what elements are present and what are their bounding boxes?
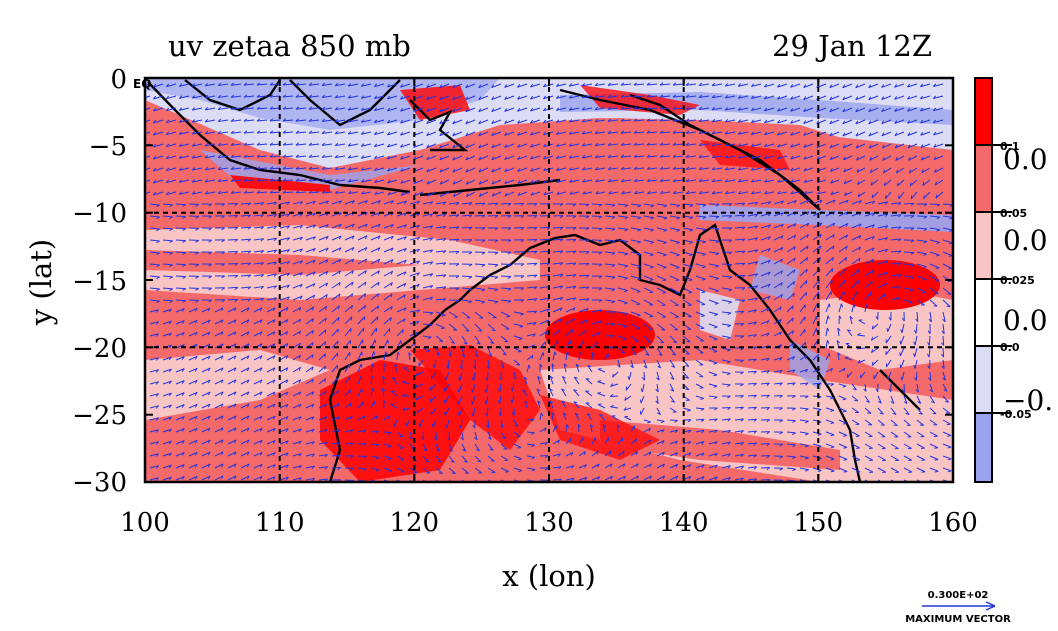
equator-label: EQ <box>133 77 151 91</box>
colorbar-label: 0.1 <box>1000 140 1020 153</box>
x-axis-label: x (lon) <box>502 559 596 593</box>
x-tick-label: 140 <box>659 508 709 538</box>
lat-lon-grid <box>145 78 953 482</box>
colorbar-label: 0.025 <box>1000 274 1035 287</box>
vector-legend-value: 0.300E+02 <box>928 590 989 601</box>
x-tick-label: 100 <box>120 508 170 538</box>
colorbar-big-label: 0.0 <box>1003 304 1048 337</box>
y-tick-label: −10 <box>72 199 127 229</box>
x-tick-labels: 100 110 120 130 140 150 160 <box>120 508 978 538</box>
y-tick-label: −15 <box>72 267 127 297</box>
x-tick-label: 160 <box>928 508 978 538</box>
colorbar-label: -0.05 <box>1000 408 1032 421</box>
x-tick-label: 110 <box>255 508 305 538</box>
colorbar-swatch <box>975 346 992 413</box>
colorbar: 0.1 0.05 0.025 0.0 -0.05 0.0 0.0 0.0 −0. <box>974 77 1053 483</box>
colorbar-big-label: −0. <box>1003 384 1053 417</box>
colorbar-big-label: 0.0 <box>1003 143 1048 176</box>
x-tick-label: 130 <box>524 508 574 538</box>
colorbar-swatch <box>975 145 992 212</box>
y-tick-label: −25 <box>72 401 127 431</box>
axis-ticks <box>144 77 954 483</box>
vector-legend: 0.300E+02 MAXIMUM VECTOR <box>905 590 1011 625</box>
colorbar-swatch <box>975 212 992 279</box>
colorbar-label: 0.05 <box>1000 207 1027 220</box>
y-tick-label: −20 <box>72 334 127 364</box>
colorbar-swatch <box>975 78 992 145</box>
x-tick-label: 120 <box>389 508 439 538</box>
x-tick-label: 150 <box>793 508 843 538</box>
y-tick-label: 0 <box>110 65 127 95</box>
colorbar-label: 0.0 <box>1000 341 1020 354</box>
colorbar-swatch <box>975 413 992 482</box>
title-left: uv zetaa 850 mb <box>168 29 411 63</box>
y-tick-label: −30 <box>72 468 127 498</box>
y-axis-label: y (lat) <box>24 239 58 326</box>
vector-legend-label: MAXIMUM VECTOR <box>905 614 1011 625</box>
title-right: 29 Jan 12Z <box>772 29 932 63</box>
colorbar-swatch <box>975 279 992 346</box>
colorbar-big-label: 0.0 <box>1003 224 1048 257</box>
y-tick-label: −5 <box>89 132 127 162</box>
y-tick-labels: 0 −5 −10 −15 −20 −25 −30 <box>72 65 127 498</box>
wind-vectors <box>145 82 953 482</box>
